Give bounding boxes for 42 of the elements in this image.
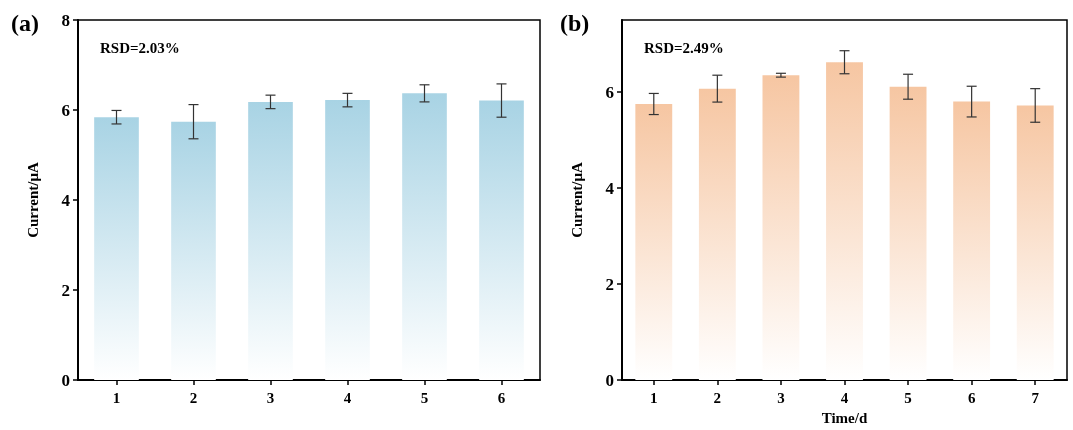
x-tick-label: 2 <box>713 389 722 406</box>
y-tick-label: 6 <box>605 82 614 102</box>
bar <box>698 88 736 380</box>
y-tick-label: 2 <box>61 280 70 300</box>
y-tick-label: 0 <box>605 370 614 390</box>
y-tick-label: 4 <box>605 178 615 198</box>
y-tick-label: 4 <box>61 190 71 210</box>
bar <box>1016 105 1054 380</box>
bar <box>402 93 447 380</box>
y-tick-label: 6 <box>61 100 70 120</box>
x-tick-label: 1 <box>112 389 121 406</box>
x-tick-label: 2 <box>189 389 198 406</box>
bar <box>94 117 139 380</box>
chart-title: (a) <box>11 10 39 36</box>
x-tick-label: 5 <box>904 389 912 406</box>
y-axis-title: Current/μA <box>24 161 41 238</box>
x-tick-label: 5 <box>420 389 429 406</box>
x-tick-label: 3 <box>266 389 275 406</box>
bar <box>171 121 216 380</box>
bar <box>762 75 800 380</box>
x-tick-label: 7 <box>1031 389 1040 406</box>
y-tick-label: 2 <box>605 274 614 294</box>
x-tick-label: 6 <box>497 389 506 406</box>
y-axis-title: Current/μA <box>568 161 585 238</box>
y-tick-label: 0 <box>61 370 70 390</box>
bar <box>479 100 524 380</box>
x-tick-label: 4 <box>840 389 849 406</box>
x-tick-label: 4 <box>343 389 352 406</box>
x-tick-label: 1 <box>650 389 658 406</box>
x-axis-title: Time/d <box>821 409 868 426</box>
annotation: RSD=2.49% <box>644 39 724 56</box>
annotation: RSD=2.03% <box>100 39 180 56</box>
bar <box>248 101 293 380</box>
bar <box>953 101 991 380</box>
bar <box>635 104 673 380</box>
bar <box>889 86 927 380</box>
x-tick-label: 6 <box>967 389 976 406</box>
bar <box>826 62 863 380</box>
y-tick-label: 8 <box>61 10 70 30</box>
chart-title: (b) <box>560 10 590 36</box>
x-tick-label: 3 <box>777 389 785 406</box>
bar <box>325 100 370 380</box>
